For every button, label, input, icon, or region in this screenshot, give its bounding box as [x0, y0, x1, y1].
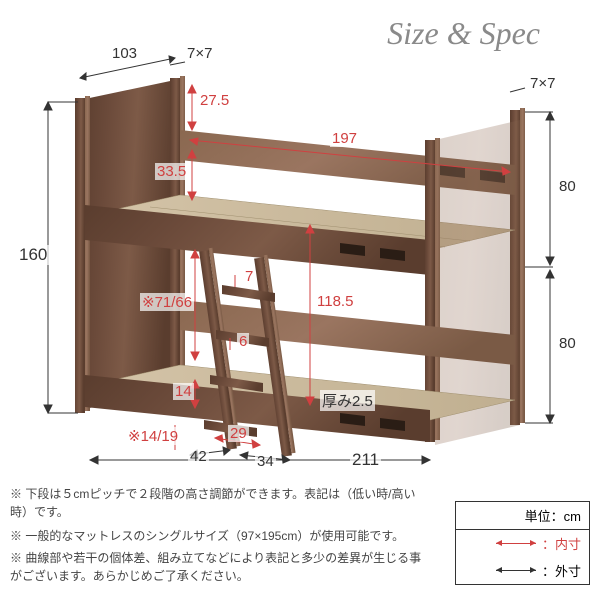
legend-outer: ：外寸	[456, 557, 589, 584]
dim-thickness: 厚み2.5	[320, 390, 375, 411]
note-1: ※ 下段は５cmピッチで２段階の高さ調節ができます。表記は（低い時/高い時）です…	[10, 485, 430, 521]
dim-80-top: 80	[557, 178, 578, 195]
dim-27-5: 27.5	[198, 92, 231, 109]
legend-outer-label: ：外寸	[542, 561, 581, 580]
arrow-red-icon	[496, 543, 536, 544]
dim-7x7-left: 7×7	[185, 45, 214, 62]
dim-71-66: ※71/66	[140, 293, 194, 311]
legend-inner: ：内寸	[456, 530, 589, 557]
legend-box: 単位：cm ：内寸 ：外寸	[455, 501, 590, 585]
dim-6: 6	[237, 333, 249, 350]
dim-14-19: ※14/19	[126, 427, 180, 445]
note-2: ※ 一般的なマットレスのシングルサイズ（97×195cm）が使用可能です。	[10, 527, 430, 545]
note-3: ※ 曲線部や若干の個体差、組み立てなどにより表記と多少の差異が生じる事がございま…	[10, 549, 430, 585]
unit-label: 単位：cm	[456, 502, 589, 530]
dim-118-5: 118.5	[315, 293, 355, 310]
page-title: Size & Spec	[387, 15, 540, 52]
dim-7x7-right: 7×7	[528, 75, 557, 92]
dim-42: 42	[188, 448, 209, 465]
bed-svg	[30, 50, 570, 470]
dim-211: 211	[350, 450, 381, 470]
dim-34: 34	[255, 453, 276, 470]
dim-33-5: 33.5	[155, 163, 188, 180]
legend-inner-label: ：内寸	[542, 534, 581, 553]
dim-103: 103	[110, 45, 139, 62]
dim-80-bottom: 80	[557, 335, 578, 352]
dim-29: 29	[228, 425, 249, 442]
dim-197: 197	[330, 130, 359, 147]
bunk-bed-diagram: 103 7×7 7×7 27.5 197 33.5 7 ※71/66 118.5…	[30, 50, 570, 450]
dim-7: 7	[243, 268, 255, 285]
notes-block: ※ 下段は５cmピッチで２段階の高さ調節ができます。表記は（低い時/高い時）です…	[10, 485, 430, 585]
arrow-black-icon	[496, 570, 536, 571]
dim-160: 160	[17, 245, 49, 265]
dim-14: 14	[173, 383, 194, 400]
